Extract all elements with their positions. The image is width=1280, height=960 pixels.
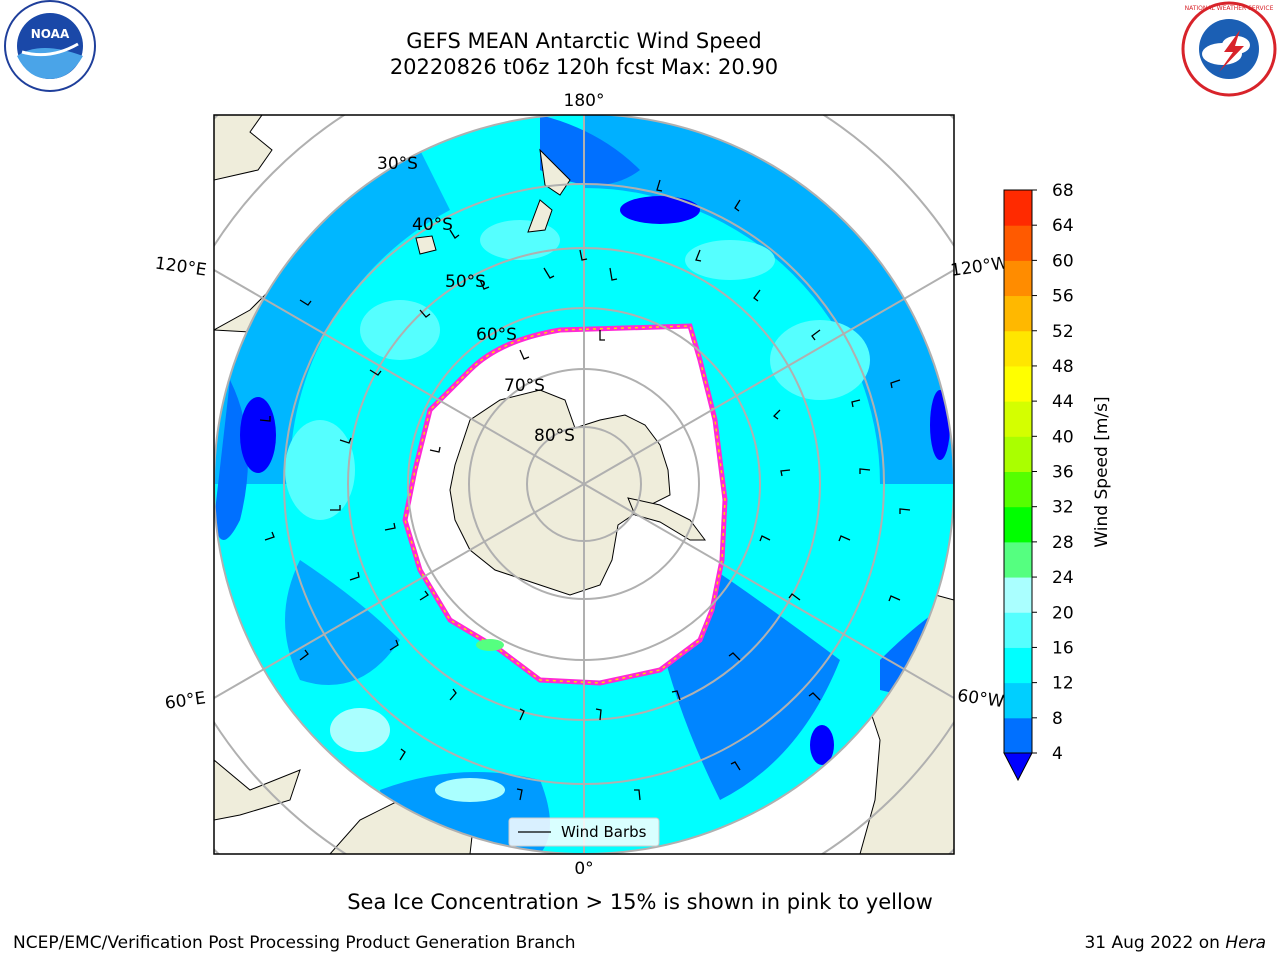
- colorbar-segment: [1004, 612, 1032, 648]
- colorbar-tick-label: 64: [1052, 216, 1074, 236]
- lat-label-50s: 50°S: [445, 272, 486, 292]
- colorbar-segment: [1004, 471, 1032, 508]
- colorbar-segment: [1004, 190, 1032, 226]
- colorbar-tick-label: 44: [1052, 392, 1074, 412]
- colorbar-segment: [1004, 330, 1032, 367]
- noaa-logo-text: NOAA: [31, 27, 70, 41]
- footer-date: 31 Aug 2022 on Hera: [1084, 933, 1266, 953]
- colorbar-tick-label: 60: [1052, 251, 1074, 271]
- colorbar-tick-label: 8: [1052, 709, 1063, 729]
- lon-label-60w: 60°W: [956, 686, 1005, 712]
- colorbar-tick-label: 40: [1052, 427, 1074, 447]
- lat-label-80s: 80°S: [534, 426, 575, 446]
- colorbar-segment: [1004, 647, 1032, 684]
- footer-machine: Hera: [1225, 933, 1266, 953]
- footer-branch: NCEP/EMC/Verification Post Processing Pr…: [13, 933, 576, 953]
- colorbar-tick-label: 56: [1052, 287, 1074, 307]
- colorbar-segment: [1004, 682, 1032, 719]
- colorbar-label: Wind Speed [m/s]: [1092, 396, 1112, 547]
- footer-date-text: 31 Aug 2022 on: [1084, 933, 1226, 953]
- chart-subtitle: 20220826 t06z 120h fcst Max: 20.90: [389, 55, 779, 79]
- colorbar-segment: [1004, 541, 1032, 578]
- colorbar-segment: [1004, 717, 1032, 754]
- colorbar-segment: [1004, 295, 1032, 332]
- map-frame: [213, 114, 955, 855]
- lat-label-40s: 40°S: [412, 215, 453, 235]
- colorbar-tick-label: 36: [1052, 463, 1074, 483]
- colorbar-tick-label: 32: [1052, 498, 1074, 518]
- lat-label-70s: 70°S: [504, 376, 545, 396]
- colorbar-segment: [1004, 365, 1032, 402]
- colorbar-tick-label: 16: [1052, 638, 1074, 658]
- colorbar-tick-label: 52: [1052, 322, 1074, 342]
- lon-label-60e: 60°E: [164, 688, 207, 713]
- wind-barbs: [259, 179, 911, 801]
- lon-label-180: 180°: [564, 91, 605, 111]
- colorbar-segment: [1004, 436, 1032, 472]
- colorbar-segment: [1004, 260, 1032, 297]
- map-area: 30°S 40°S 50°S 60°S 70°S 80°S Wind Barbs: [214, 115, 954, 854]
- lon-label-120w: 120°W: [949, 253, 1009, 281]
- colorbar-tick-label: 28: [1052, 533, 1074, 553]
- colorbar-tick-label: 24: [1052, 568, 1074, 588]
- colorbar-segment: [1004, 506, 1032, 543]
- colorbar-tick-label: 68: [1052, 181, 1074, 201]
- colorbar-tick-label: 4: [1052, 744, 1063, 764]
- lat-label-30s: 30°S: [377, 154, 418, 174]
- colorbar-tick-label: 12: [1052, 674, 1074, 694]
- lon-label-120e: 120°E: [154, 254, 208, 281]
- legend-label: Wind Barbs: [561, 823, 647, 841]
- sea-ice-note: Sea Ice Concentration > 15% is shown in …: [347, 890, 933, 914]
- noaa-logo: NOAA: [4, 0, 96, 92]
- colorbar-segment: [1004, 577, 1032, 613]
- colorbar-tick-label: 48: [1052, 357, 1074, 377]
- nws-logo: NATIONAL WEATHER SERVICE: [1181, 1, 1277, 97]
- colorbar-extend-arrow: [1003, 752, 1033, 782]
- chart-title: GEFS MEAN Antarctic Wind Speed: [406, 29, 762, 53]
- wind-barbs-legend: Wind Barbs: [508, 817, 660, 847]
- lat-label-60s: 60°S: [476, 325, 517, 345]
- lon-label-0: 0°: [574, 859, 593, 879]
- meridian-lines: [214, 115, 954, 854]
- colorbar-segment: [1004, 401, 1032, 437]
- colorbar-segment: [1004, 225, 1032, 261]
- colorbar-tick-label: 20: [1052, 603, 1074, 623]
- nws-logo-text: NATIONAL WEATHER SERVICE: [1185, 5, 1274, 12]
